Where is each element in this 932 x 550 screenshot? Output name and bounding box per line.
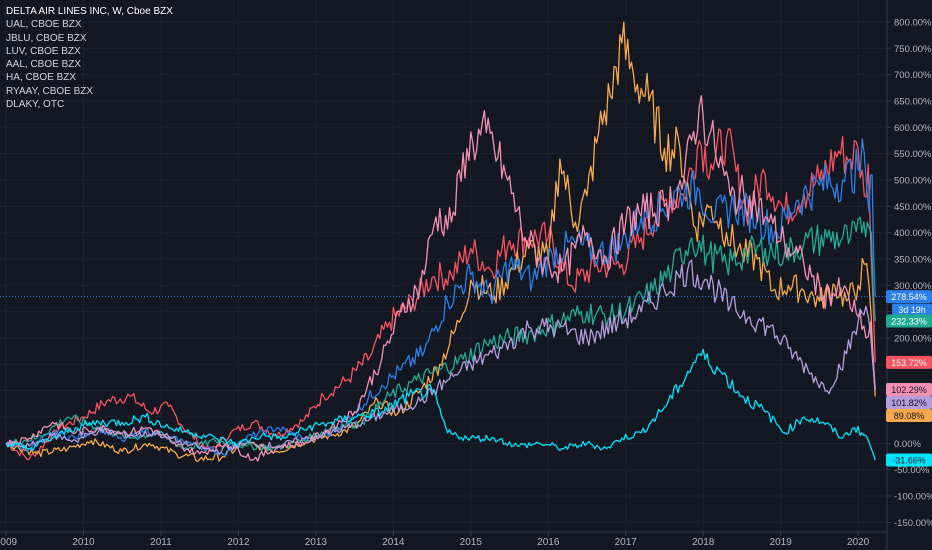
y-tick-label: 550.00%: [894, 149, 932, 160]
x-tick-label: 2020: [847, 537, 870, 548]
y-tick-label: 200.00%: [894, 334, 932, 345]
y-tick-label: -100.00%: [894, 492, 932, 503]
countdown-badge: [892, 303, 932, 316]
y-tick-label: 650.00%: [894, 96, 932, 107]
price-badge: [886, 408, 932, 422]
legend-item-jblu[interactable]: JBLU, CBOE BZX: [6, 32, 87, 44]
price-badge: [886, 290, 932, 304]
series-line-7: [5, 348, 876, 461]
series-line-2: [5, 21, 876, 463]
price-badge-label: 89.08%: [894, 411, 925, 421]
price-badge: [886, 382, 932, 396]
legend-item-ual[interactable]: UAL, CBOE BZX: [6, 19, 82, 31]
series-line-1: [5, 128, 876, 461]
x-tick-label: 2018: [692, 537, 715, 548]
legend-item-dlaky[interactable]: DLAKY, OTC: [6, 99, 65, 111]
x-tick-label: 2011: [150, 537, 172, 548]
price-badge-label: 101.82%: [891, 398, 927, 408]
countdown-label: 3d 19h: [898, 305, 926, 315]
x-tick-label: 2014: [382, 537, 405, 548]
y-tick-label: 600.00%: [894, 123, 932, 134]
chart-legend: DELTA AIR LINES INC, W, Cboe BZX UAL, CB…: [6, 5, 173, 111]
x-tick-label: 2016: [537, 537, 560, 548]
y-tick-label: -150.00%: [894, 518, 932, 529]
series-line-6: [5, 259, 876, 455]
y-tick-label: 300.00%: [894, 281, 932, 292]
price-badge-label: 232.33%: [891, 316, 927, 326]
price-badge-label: 278.54%: [891, 292, 927, 302]
legend-item-ryaay[interactable]: RYAAY, CBOE BZX: [6, 85, 94, 97]
x-tick-label: 2009: [0, 537, 18, 548]
x-tick-label: 2015: [460, 537, 483, 548]
time-axis[interactable]: 2009 2010 2011 2012 2013 2014 2015 2016 2017 2018…: [0, 532, 870, 548]
series-line-5: [5, 94, 876, 462]
price-badge-label: -31.66%: [892, 456, 926, 466]
y-tick-label: 0.00%: [894, 439, 921, 450]
y-tick-label: 700.00%: [894, 70, 932, 81]
price-badge-label: 102.29%: [891, 385, 927, 395]
legend-item-luv[interactable]: LUV, CBOE BZX: [6, 45, 81, 57]
price-badge: [886, 355, 932, 369]
y-tick-label: 750.00%: [894, 44, 932, 55]
price-badge: [886, 453, 932, 467]
y-tick-label: 800.00%: [894, 17, 932, 28]
x-tick-label: 2010: [72, 537, 95, 548]
y-tick-label: 350.00%: [894, 255, 932, 266]
y-tick-label: 450.00%: [894, 202, 932, 213]
legend-item-aal[interactable]: AAL, CBOE BZX: [6, 59, 82, 71]
price-badge-label: 153.72%: [891, 358, 927, 368]
y-tick-label: -50.00%: [894, 465, 930, 476]
series-line-4: [5, 216, 876, 452]
series-line-3: [5, 138, 876, 457]
price-badge: [886, 395, 932, 409]
y-tick-label: 500.00%: [894, 175, 932, 186]
price-badge: [886, 314, 932, 328]
x-tick-label: 2013: [305, 537, 328, 548]
x-tick-label: 2017: [615, 537, 638, 548]
chart-series-group: [5, 21, 876, 463]
legend-item-dal[interactable]: DELTA AIR LINES INC, W, Cboe BZX: [6, 6, 173, 17]
y-tick-label: 850.00%: [894, 0, 932, 2]
y-tick-label: 400.00%: [894, 228, 932, 239]
x-tick-label: 2019: [770, 537, 793, 548]
x-tick-label: 2012: [227, 537, 250, 548]
legend-item-ha[interactable]: HA, CBOE BZX: [6, 72, 77, 84]
